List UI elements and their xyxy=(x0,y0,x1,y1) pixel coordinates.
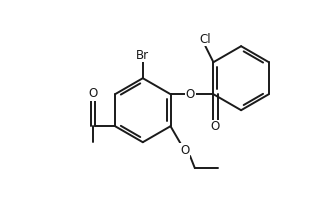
Text: Cl: Cl xyxy=(200,33,211,46)
Text: Br: Br xyxy=(136,49,149,62)
Text: O: O xyxy=(186,88,195,101)
Text: O: O xyxy=(180,144,189,157)
Text: O: O xyxy=(211,120,220,133)
Text: O: O xyxy=(88,87,98,100)
